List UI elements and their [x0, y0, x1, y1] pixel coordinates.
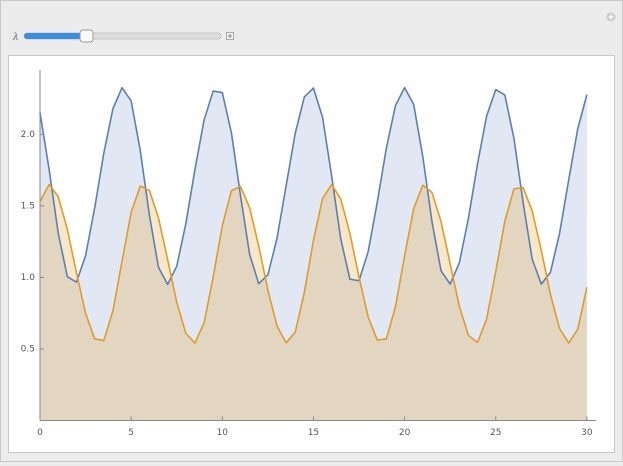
x-tick-label: 10: [217, 428, 229, 438]
y-tick-label: 0.5: [21, 344, 35, 354]
x-tick-label: 5: [128, 428, 134, 438]
x-tick-label: 25: [490, 428, 501, 438]
y-tick-label: 1.0: [21, 273, 36, 283]
x-tick-label: 15: [308, 428, 319, 438]
add-button[interactable]: [606, 12, 616, 22]
y-tick-label: 1.5: [21, 201, 35, 211]
x-tick-label: 20: [399, 428, 411, 438]
slider[interactable]: [23, 29, 222, 43]
line: [39, 183, 588, 344]
area-fill: [40, 184, 587, 421]
slider-expand-button[interactable]: [226, 32, 234, 40]
control-label: λ: [12, 33, 19, 43]
line: [39, 86, 588, 286]
y-tick-label: 2.0: [21, 130, 36, 140]
x-tick-label: 30: [581, 428, 593, 438]
x-tick-label: 0: [37, 428, 43, 438]
area-fill: [40, 87, 587, 421]
